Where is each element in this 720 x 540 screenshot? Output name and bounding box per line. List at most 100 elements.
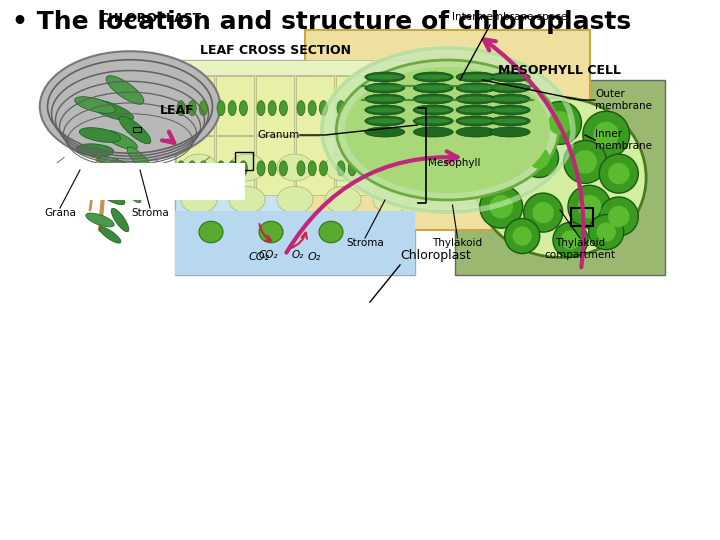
Ellipse shape	[319, 221, 343, 243]
Ellipse shape	[277, 154, 313, 181]
Ellipse shape	[493, 118, 527, 124]
Text: Granum: Granum	[258, 130, 300, 140]
FancyBboxPatch shape	[336, 136, 374, 195]
Ellipse shape	[277, 186, 313, 213]
Circle shape	[485, 156, 509, 179]
Text: CO₂: CO₂	[258, 250, 278, 260]
Text: Intermembrane space: Intermembrane space	[452, 12, 567, 22]
FancyBboxPatch shape	[216, 76, 254, 135]
Ellipse shape	[320, 100, 328, 116]
Ellipse shape	[127, 147, 153, 173]
Circle shape	[568, 185, 611, 228]
Ellipse shape	[416, 118, 450, 124]
Circle shape	[548, 111, 572, 134]
Ellipse shape	[456, 83, 496, 93]
Ellipse shape	[365, 94, 405, 104]
Ellipse shape	[325, 154, 361, 181]
Circle shape	[539, 102, 582, 144]
Ellipse shape	[456, 72, 496, 82]
Ellipse shape	[257, 100, 265, 116]
Bar	[235, 152, 253, 170]
Ellipse shape	[257, 161, 265, 176]
Ellipse shape	[456, 105, 496, 115]
Ellipse shape	[413, 105, 453, 115]
Ellipse shape	[459, 97, 493, 102]
Ellipse shape	[217, 161, 225, 176]
Ellipse shape	[413, 83, 453, 93]
Circle shape	[475, 146, 518, 189]
Ellipse shape	[490, 83, 530, 93]
Ellipse shape	[368, 85, 402, 91]
Ellipse shape	[95, 185, 125, 205]
Circle shape	[505, 219, 540, 254]
Ellipse shape	[199, 221, 223, 243]
Ellipse shape	[365, 83, 405, 93]
Ellipse shape	[365, 105, 405, 115]
Ellipse shape	[308, 161, 316, 176]
Ellipse shape	[368, 107, 402, 112]
Ellipse shape	[490, 116, 530, 126]
Ellipse shape	[119, 177, 141, 202]
Ellipse shape	[413, 72, 453, 82]
Ellipse shape	[365, 72, 405, 82]
Ellipse shape	[177, 100, 185, 116]
Circle shape	[597, 222, 616, 242]
Ellipse shape	[388, 100, 396, 116]
Ellipse shape	[239, 161, 248, 176]
Ellipse shape	[79, 127, 121, 143]
Bar	[15, 163, 245, 200]
Text: Mesophyll: Mesophyll	[428, 158, 480, 167]
Ellipse shape	[40, 51, 220, 162]
Ellipse shape	[459, 107, 493, 112]
FancyBboxPatch shape	[256, 76, 294, 135]
Ellipse shape	[413, 94, 453, 104]
Ellipse shape	[400, 161, 408, 176]
Bar	[570, 208, 593, 226]
Ellipse shape	[368, 97, 402, 102]
Circle shape	[589, 214, 624, 249]
Ellipse shape	[177, 161, 185, 176]
Ellipse shape	[348, 161, 356, 176]
FancyBboxPatch shape	[376, 76, 414, 135]
Circle shape	[599, 197, 639, 236]
Text: Outer
membrane: Outer membrane	[595, 89, 652, 111]
Circle shape	[573, 150, 597, 174]
Ellipse shape	[119, 116, 151, 144]
Ellipse shape	[199, 161, 207, 176]
Ellipse shape	[86, 99, 134, 121]
Ellipse shape	[490, 94, 530, 104]
Ellipse shape	[320, 161, 328, 176]
Ellipse shape	[359, 161, 367, 176]
Circle shape	[582, 111, 629, 158]
Ellipse shape	[459, 118, 493, 124]
Bar	[133, 127, 141, 132]
FancyBboxPatch shape	[296, 76, 334, 135]
Ellipse shape	[228, 161, 236, 176]
Ellipse shape	[76, 144, 114, 156]
Text: CO₂: CO₂	[248, 252, 269, 262]
Ellipse shape	[474, 98, 646, 258]
Ellipse shape	[217, 100, 225, 116]
Ellipse shape	[98, 157, 132, 173]
Circle shape	[490, 195, 513, 219]
Ellipse shape	[365, 127, 405, 137]
Ellipse shape	[416, 85, 450, 91]
Circle shape	[561, 230, 580, 249]
Ellipse shape	[268, 161, 276, 176]
Circle shape	[564, 140, 607, 184]
Circle shape	[608, 206, 629, 227]
FancyBboxPatch shape	[175, 211, 415, 275]
Ellipse shape	[416, 107, 450, 112]
Ellipse shape	[239, 100, 248, 116]
Ellipse shape	[490, 127, 530, 137]
Ellipse shape	[229, 154, 265, 181]
Ellipse shape	[413, 116, 453, 126]
Ellipse shape	[368, 118, 402, 124]
FancyBboxPatch shape	[376, 136, 414, 195]
Ellipse shape	[228, 100, 236, 116]
Ellipse shape	[337, 161, 345, 176]
FancyBboxPatch shape	[336, 76, 374, 135]
Ellipse shape	[456, 127, 496, 137]
Circle shape	[608, 163, 629, 184]
Text: MESOPHYLL CELL: MESOPHYLL CELL	[498, 64, 621, 77]
